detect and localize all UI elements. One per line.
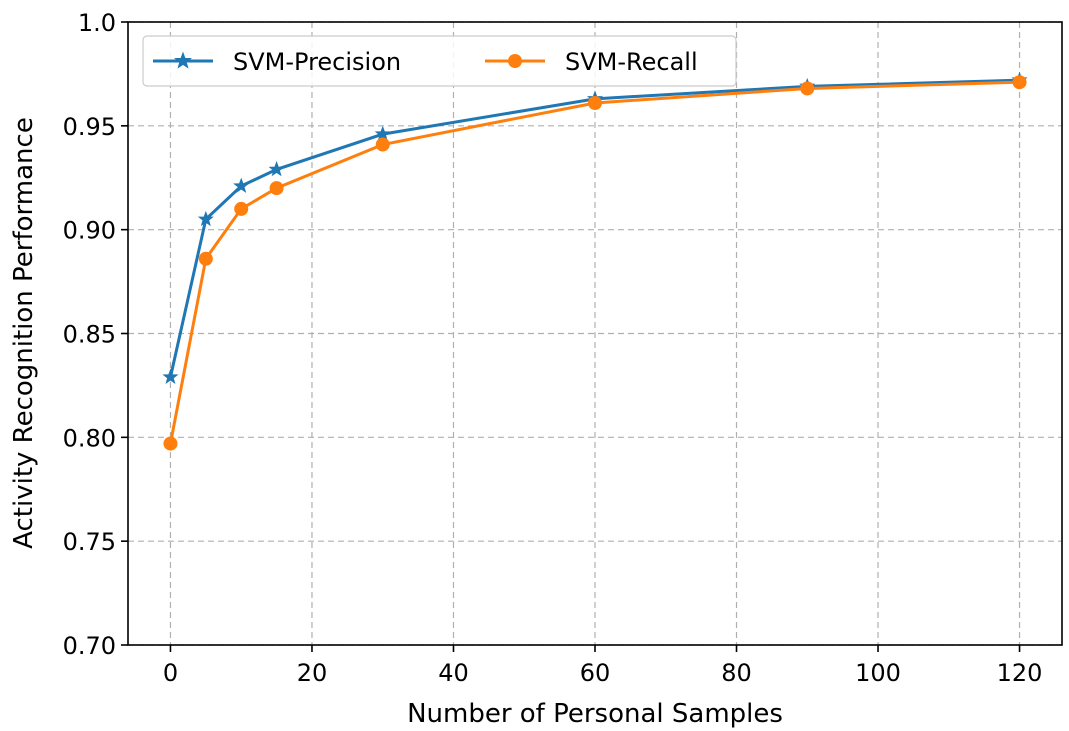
legend-marker [173,51,193,69]
data-point [162,368,179,384]
y-axis-title: Activity Recognition Performance [9,117,39,549]
x-tick-label: 40 [438,659,469,687]
y-tick-label: 0.80 [63,424,116,452]
data-point [1012,75,1027,90]
y-tick-label: 0.95 [63,113,116,141]
series-layer [162,71,1028,451]
data-point [374,125,391,141]
data-point [197,210,214,227]
y-tick-label: 0.70 [63,632,116,660]
x-tick-label: 20 [297,659,328,687]
series-svm-recall [163,75,1027,451]
data-point [800,81,815,96]
x-tick-label: 80 [721,659,752,687]
data-point [375,137,390,152]
grid-layer [128,21,1062,646]
data-point [163,436,178,451]
axes-layer: 0 20 40 60 80 100 120 0.70 0.75 0.80 0.85 0.90 0.95 1… [63,9,1063,687]
data-point [198,251,213,266]
series-line [168,78,1020,378]
x-tick-label: 0 [163,659,178,687]
legend-label: SVM-Recall [565,48,698,76]
legend-entry: SVM-Recall [485,48,698,76]
legend-entry: SVM-Precision [153,48,401,76]
data-point [233,177,250,193]
x-tick-label: 100 [855,659,901,687]
data-point [588,95,602,110]
y-tick-label: 0.85 [63,321,116,349]
series-line [168,80,1020,444]
data-point [268,160,285,177]
y-tick-label: 0.90 [63,217,116,245]
y-tick-label: 0.75 [63,528,116,556]
x-tick-label: 120 [997,659,1043,687]
data-point [269,181,284,196]
x-axis-title: Number of Personal Samples [407,699,783,729]
legend-box [142,35,737,87]
y-tick-label: 1.0 [78,9,116,37]
legend: SVM-Precision SVM-Recall [142,35,737,87]
x-tick-label: 60 [580,659,611,687]
data-point [234,201,249,216]
legend-label: SVM-Precision [233,48,401,76]
legend-marker [508,54,522,68]
